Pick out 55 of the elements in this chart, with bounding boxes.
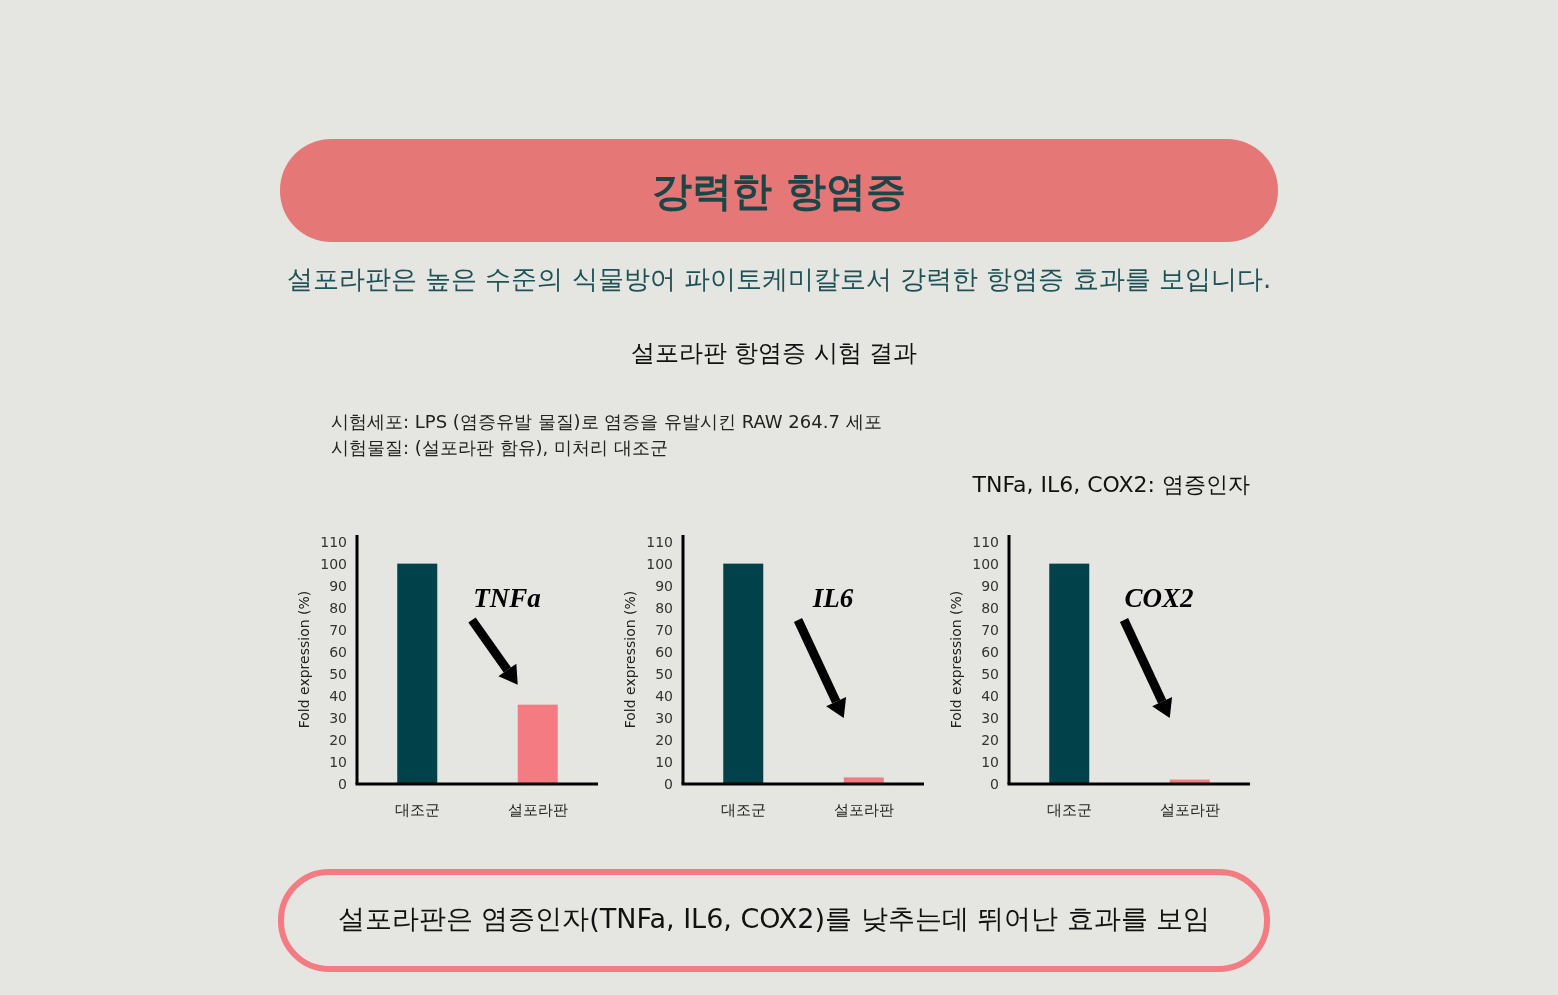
y-tick-label: 100 — [646, 555, 673, 572]
y-tick-label: 100 — [320, 555, 347, 572]
y-tick-label: 50 — [329, 665, 347, 682]
text: 시험물질: (설포라판 함유), 미처리 대조군 — [331, 437, 668, 458]
y-tick-label: 0 — [338, 776, 347, 792]
x-tick-label: 대조군 — [394, 801, 440, 819]
y-axis-title: Fold expression (%) — [948, 590, 964, 729]
x-tick-label: 대조군 — [720, 801, 766, 819]
text: COX2 — [1124, 583, 1194, 613]
text: 설포라판은 염증인자(TNFa, IL6, COX2)를 낮추는데 뛰어난 효과를 보임 — [337, 903, 1211, 934]
y-tick-label: 80 — [655, 599, 673, 616]
y-tick-label: 110 — [320, 533, 347, 550]
y-tick-label: 70 — [981, 621, 999, 638]
y-tick-label: 0 — [990, 776, 999, 792]
y-tick-label: 70 — [655, 621, 673, 638]
x-tick-label: 대조군 — [1046, 801, 1092, 819]
y-tick-label: 40 — [329, 687, 347, 704]
y-tick-label: 110 — [972, 533, 999, 550]
y-tick-label: 60 — [981, 643, 999, 660]
y-tick-label: 90 — [329, 577, 347, 594]
y-tick-label: 30 — [981, 709, 999, 726]
y-tick-label: 30 — [655, 709, 673, 726]
text: 설포라판은 높은 수준의 식물방어 파이토케미칼로서 강력한 항염증 효과를 보입니다. — [286, 264, 1272, 294]
x-tick-label: 설포라판 — [1159, 801, 1220, 819]
y-tick-label: 50 — [655, 665, 673, 682]
y-tick-label: 10 — [655, 753, 673, 770]
y-tick-label: 40 — [655, 687, 673, 704]
text: 시험세포: LPS (염증유발 물질)로 염증을 유발시킨 RAW 264.7 세포 — [331, 411, 882, 432]
text: IL6 — [811, 583, 854, 613]
y-tick-label: 70 — [329, 621, 347, 638]
text: TNFa, IL6, COX2: 염증인자 — [971, 472, 1250, 497]
y-tick-label: 0 — [664, 776, 673, 792]
y-tick-label: 30 — [329, 709, 347, 726]
y-tick-label: 100 — [972, 555, 999, 572]
y-tick-label: 60 — [655, 643, 673, 660]
y-tick-label: 20 — [329, 731, 347, 748]
y-tick-label: 10 — [981, 753, 999, 770]
y-tick-label: 40 — [981, 687, 999, 704]
y-tick-label: 110 — [646, 533, 673, 550]
y-tick-label: 90 — [655, 577, 673, 594]
text: 설포라판 항염증 시험 결과 — [630, 339, 918, 367]
x-tick-label: 설포라판 — [507, 801, 568, 819]
text: TNFa — [473, 583, 541, 613]
y-tick-label: 50 — [981, 665, 999, 682]
y-axis-title: Fold expression (%) — [296, 590, 312, 729]
y-tick-label: 80 — [329, 599, 347, 616]
y-tick-label: 60 — [329, 643, 347, 660]
text: 강력한 항염증 — [652, 168, 906, 214]
y-tick-label: 20 — [981, 731, 999, 748]
y-tick-label: 10 — [329, 753, 347, 770]
y-tick-label: 20 — [655, 731, 673, 748]
y-tick-label: 90 — [981, 577, 999, 594]
x-tick-label: 설포라판 — [833, 801, 894, 819]
y-tick-label: 80 — [981, 599, 999, 616]
y-axis-title: Fold expression (%) — [622, 590, 638, 729]
